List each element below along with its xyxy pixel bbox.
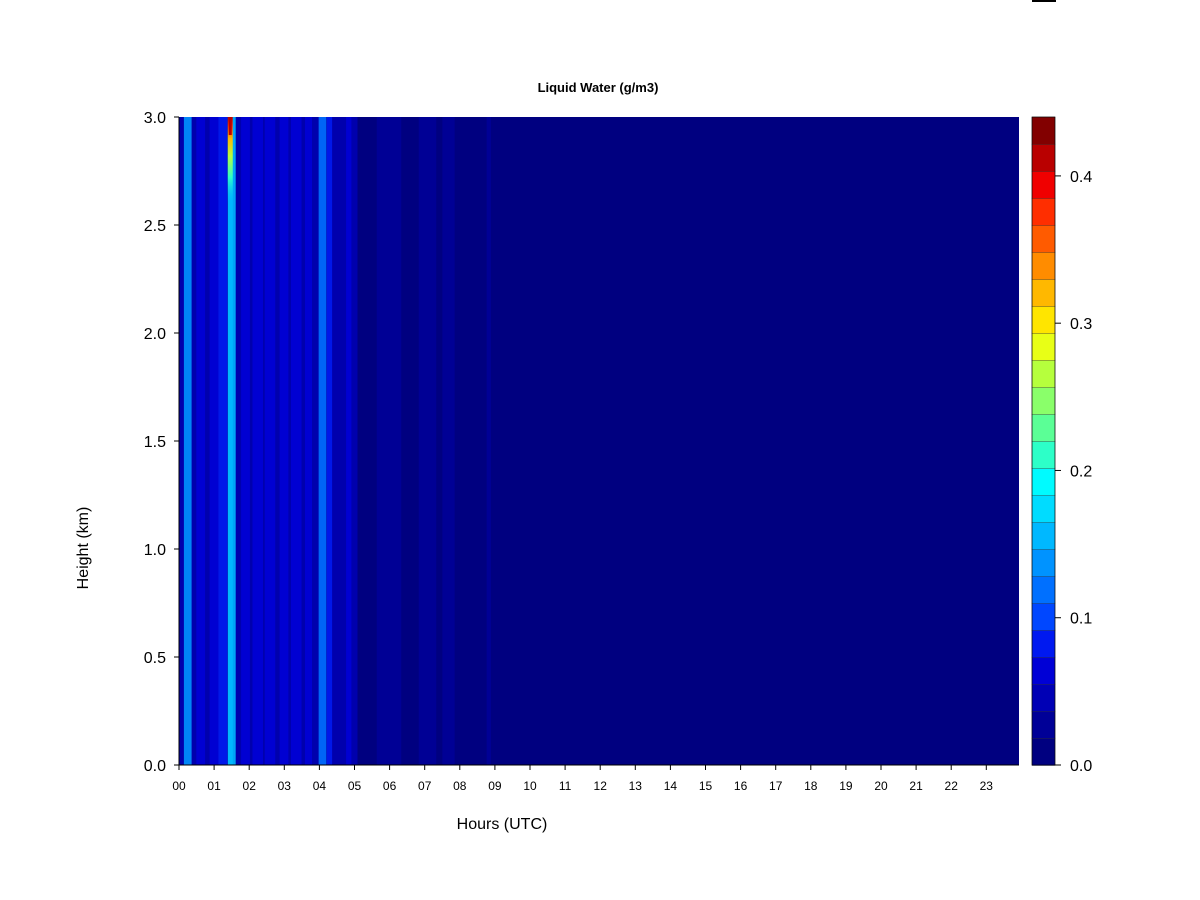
- y-tick-label: 2.0: [144, 326, 166, 343]
- heatmap-cell: [279, 117, 289, 765]
- heatmap-cell: [264, 117, 276, 765]
- colorbar-segment: [1031, 251, 1056, 280]
- heatmap-cell: [418, 117, 437, 765]
- colorbar-segment: [1031, 170, 1056, 199]
- x-tick-label: 16: [734, 779, 748, 793]
- colorbar-segment: [1031, 494, 1056, 523]
- x-tick-label: 10: [523, 779, 537, 793]
- colorbar-segment: [1031, 737, 1056, 766]
- colorbar: 0.0 0.1 0.2 0.3 0.4: [1031, 116, 1092, 775]
- heatmap-cell: [305, 117, 312, 765]
- colorbar-segment: [1031, 359, 1056, 388]
- x-tick-label: 01: [207, 779, 221, 793]
- heatmap-cell: [376, 117, 402, 765]
- heatmap-cell: [218, 117, 228, 765]
- y-axis-label: Height (km): [75, 507, 92, 590]
- heatmap-cell: [486, 117, 491, 765]
- colorbar-segment: [1031, 197, 1056, 226]
- x-tick-label: 03: [278, 779, 292, 793]
- x-tick-label: 07: [418, 779, 432, 793]
- colorbar-segment: [1031, 710, 1056, 739]
- heatmap-cell: [183, 117, 192, 765]
- x-tick-label: 18: [804, 779, 818, 793]
- y-tick-label: 1.0: [144, 542, 166, 559]
- colorbar-border: [1031, 116, 1056, 766]
- x-tick-label: 11: [559, 779, 572, 793]
- corner-mark: [1032, 0, 1056, 2]
- x-tick-label: 09: [488, 779, 502, 793]
- x-tick-label: 19: [839, 779, 853, 793]
- x-tick-label: 21: [909, 779, 923, 793]
- heatmap-cell: [326, 117, 333, 765]
- heatmap-cell: [442, 117, 455, 765]
- colorbar-segment: [1031, 629, 1056, 658]
- colorbar-segment: [1031, 224, 1056, 253]
- colorbar-tick-label: 0.2: [1070, 463, 1092, 480]
- colorbar-segment: [1031, 413, 1056, 442]
- colorbar-segment: [1031, 386, 1056, 415]
- colorbar-segment: [1031, 440, 1056, 469]
- x-tick-label: 05: [348, 779, 362, 793]
- x-tick-label: 22: [945, 779, 959, 793]
- x-tick-label: 13: [629, 779, 643, 793]
- heatmap-cell: [346, 117, 352, 765]
- y-tick-label: 3.0: [144, 110, 166, 127]
- x-tick-label: 15: [699, 779, 713, 793]
- x-tick-label: 23: [980, 779, 994, 793]
- y-tick-label: 2.5: [144, 218, 166, 235]
- x-tick-label: 02: [243, 779, 257, 793]
- colorbar-segment: [1031, 683, 1056, 712]
- colorbar-segment: [1031, 575, 1056, 604]
- x-tick-label: 08: [453, 779, 467, 793]
- heatmap-cell: [252, 117, 263, 765]
- heatmap-cell: [227, 117, 233, 765]
- colorbar-segment: [1031, 143, 1056, 172]
- colorbar-segment: [1031, 602, 1056, 631]
- y-tick-label: 0.0: [144, 758, 166, 775]
- heatmap-cell: [241, 117, 250, 765]
- heatmap-peak-cell: [227, 117, 233, 204]
- x-tick-label: 17: [769, 779, 783, 793]
- heatmap-peak-cell: [228, 117, 232, 135]
- heatmap-cell: [318, 117, 327, 765]
- colorbar-segment: [1031, 548, 1056, 577]
- chart-title: Liquid Water (g/m3): [538, 80, 659, 95]
- y-axis: 0.0 0.5 1.0 1.5 2.0 2.5 3.0: [144, 110, 180, 775]
- x-tick-label: 12: [594, 779, 608, 793]
- x-axis: 00 01 02 03 04 05 06 07 08 09 10 11 12 13 14 15 16 17 18 19…: [172, 764, 1019, 793]
- colorbar-segment: [1031, 656, 1056, 685]
- colorbar-tick-label: 0.1: [1070, 611, 1092, 628]
- y-tick-label: 1.5: [144, 434, 166, 451]
- x-tick-label: 00: [172, 779, 186, 793]
- x-tick-label: 06: [383, 779, 397, 793]
- colorbar-tick-label: 0.0: [1070, 758, 1092, 775]
- colorbar-segment: [1031, 305, 1056, 334]
- colorbar-segment: [1031, 332, 1056, 361]
- heatmap-cell: [230, 117, 236, 765]
- x-tick-label: 20: [874, 779, 888, 793]
- heatmap-plot-area: [179, 117, 1019, 765]
- x-tick-label: 14: [664, 779, 678, 793]
- colorbar-tick-label: 0.4: [1070, 169, 1092, 186]
- heatmap-cell: [291, 117, 302, 765]
- colorbar-segment: [1031, 116, 1056, 145]
- x-axis-label: Hours (UTC): [457, 816, 548, 833]
- colorbar-segment: [1031, 467, 1056, 496]
- colorbar-tick-label: 0.3: [1070, 316, 1092, 333]
- colorbar-segment: [1031, 278, 1056, 307]
- heatmap-cell: [196, 117, 206, 765]
- y-tick-label: 0.5: [144, 650, 166, 667]
- heatmap-cell: [209, 117, 219, 765]
- colorbar-segment: [1031, 521, 1056, 550]
- x-tick-label: 04: [313, 779, 327, 793]
